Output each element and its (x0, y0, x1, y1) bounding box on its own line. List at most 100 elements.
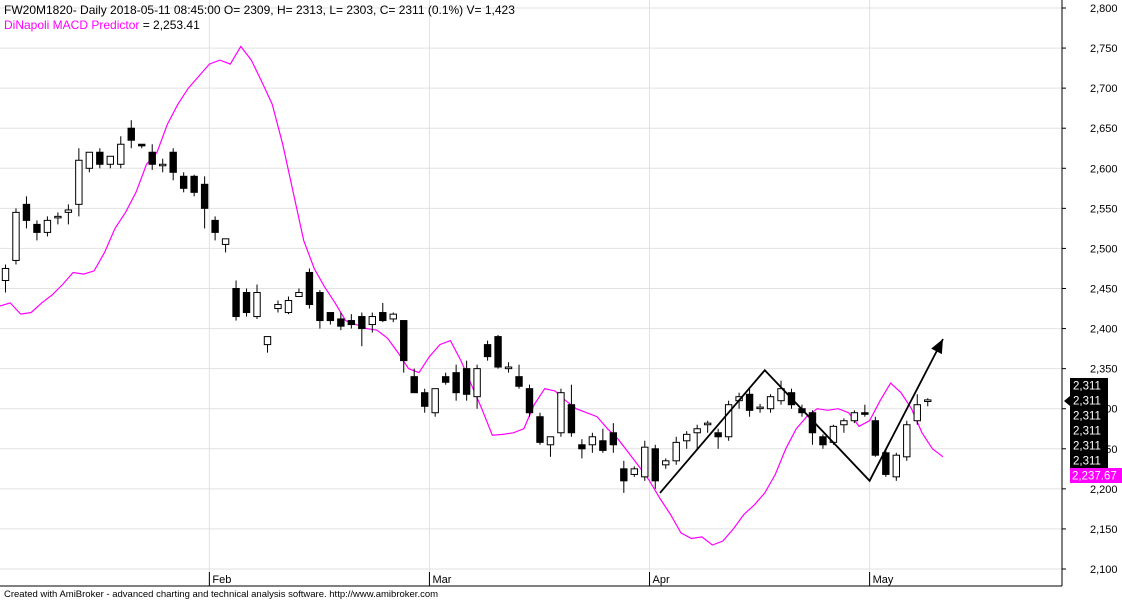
x-tick-label: May (873, 574, 894, 586)
candle (232, 280, 240, 321)
candle-body-down (745, 393, 754, 411)
price-badge-label: 2,311 (1073, 411, 1101, 423)
candle-body-down (232, 288, 240, 318)
candle (724, 400, 733, 441)
candle-body-down (714, 432, 722, 438)
candle (190, 174, 198, 197)
candle-body-up (1, 267, 10, 281)
candle-body-down (441, 376, 450, 383)
wave-arrow-head (931, 338, 943, 355)
candle (263, 336, 272, 353)
candle (924, 398, 932, 407)
candle-body-up (263, 336, 272, 346)
candle-body-up (159, 163, 167, 167)
price-badge: 2,311 (1070, 378, 1108, 393)
candle-body-down (620, 468, 628, 482)
candle (840, 418, 848, 433)
candle-body-down (421, 392, 429, 407)
price-badge-label: 2,311 (1073, 426, 1101, 438)
candle-body-up (662, 460, 670, 466)
y-tick-label: 2,500 (1090, 243, 1118, 255)
wave-projection-layer (659, 338, 944, 494)
candle (253, 284, 261, 319)
candle-body-up (924, 399, 932, 403)
candle (431, 388, 439, 417)
y-tick-label: 2,750 (1090, 43, 1118, 55)
price-pointer (1064, 396, 1070, 406)
candle (211, 216, 219, 241)
candle (515, 364, 523, 389)
candle (358, 312, 366, 347)
candle (620, 460, 628, 493)
candle (599, 428, 607, 453)
candle (221, 238, 230, 253)
candle-body-up (840, 420, 848, 426)
candle (903, 420, 911, 461)
candle (242, 288, 251, 317)
candle-body-down (305, 271, 314, 306)
candle-body-up (389, 313, 397, 320)
candle (64, 204, 73, 225)
y-tick-label: 2,700 (1090, 83, 1118, 95)
candle (662, 458, 670, 469)
candle (578, 439, 586, 459)
x-tick-label: Mar (432, 574, 451, 586)
predictor-badge-label: 2,237.67 (1072, 471, 1117, 483)
candle (316, 290, 324, 329)
candle (630, 466, 638, 477)
candle-body-down (525, 388, 534, 414)
candle-body-down (169, 151, 177, 173)
candle (179, 172, 188, 193)
candle (43, 216, 52, 237)
candle (96, 148, 104, 169)
candle (389, 312, 397, 323)
candle (651, 444, 659, 489)
candle (473, 364, 481, 409)
y-tick-label: 2,600 (1090, 163, 1118, 175)
candle (892, 452, 900, 481)
candle-body-up (850, 412, 859, 422)
candle-body-down (599, 440, 607, 451)
candle-body-down (871, 420, 880, 456)
price-badge: 2,311 (1070, 393, 1108, 408)
price-badge-label: 2,311 (1073, 381, 1101, 393)
candle (808, 410, 817, 445)
predictor-line (0, 45, 944, 546)
candle (504, 362, 513, 373)
y-tick-label: 2,400 (1090, 324, 1118, 336)
indicator-name: DiNapoli MACD Predictor (4, 18, 139, 32)
y-tick-label: 2,350 (1090, 364, 1118, 376)
candle (117, 136, 125, 169)
wave-projection-line (659, 338, 944, 494)
candle-body-up (777, 388, 785, 402)
price-badge-bg (1070, 438, 1108, 453)
candle-body-up (703, 422, 712, 426)
y-tick-label: 2,800 (1090, 3, 1118, 15)
candle (766, 394, 775, 413)
candle (400, 320, 408, 373)
candle (22, 196, 31, 229)
chart-title: FW20M1820- Daily 2018-05-11 08:45:00 O= … (4, 3, 515, 17)
candle (1, 264, 10, 293)
candle (693, 424, 701, 449)
candle-body-up (504, 366, 513, 370)
candle (850, 410, 859, 424)
x-tick-label: Feb (212, 574, 231, 586)
candle-body-up (221, 238, 230, 245)
candle-body-down (190, 175, 198, 193)
candle (159, 158, 167, 173)
candle-body-down (483, 344, 492, 358)
candle (410, 368, 418, 394)
candle-body-up (641, 446, 649, 478)
y-tick-label: 2,100 (1090, 564, 1118, 576)
candle (284, 296, 293, 315)
candle-body-down (494, 336, 502, 368)
candle (326, 312, 335, 325)
predictor-badge-bg (1070, 468, 1122, 483)
price-badge-label: 2,311 (1073, 456, 1101, 468)
candle (33, 220, 41, 241)
candle-body-down (96, 151, 104, 165)
candle-body-up (54, 215, 62, 219)
candle-body-down (578, 444, 586, 450)
